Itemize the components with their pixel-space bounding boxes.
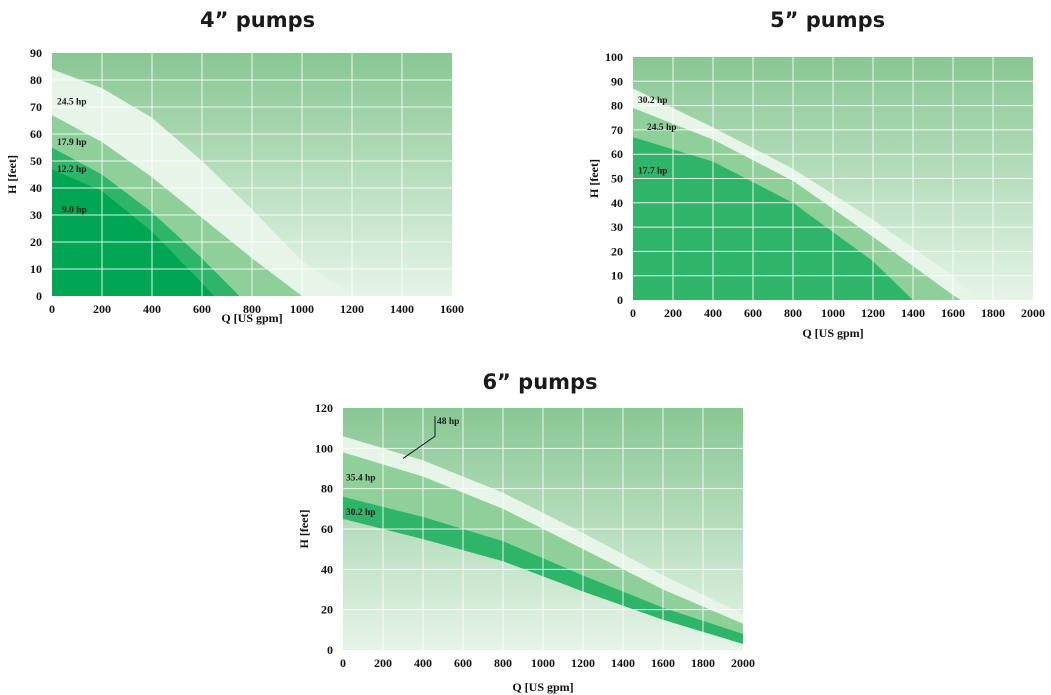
x-tick-label: 1000 [290, 302, 314, 316]
series-label: 12.2 hp [57, 165, 87, 175]
series-label: 24.5 hp [57, 97, 87, 107]
band-17-9-hp [52, 115, 302, 296]
y-tick-label: 90 [30, 46, 42, 60]
y-tick-label: 60 [30, 127, 42, 141]
x-tick-label: 1200 [340, 302, 364, 316]
x-tick-label: 800 [243, 302, 261, 316]
x-axis-label: Q [US gpm] [221, 311, 282, 325]
y-tick-label: 70 [30, 100, 42, 114]
band-9-0-hp [52, 169, 215, 296]
chart-title-4in: 4” pumps [200, 8, 316, 32]
y-tick-label: 80 [30, 73, 42, 87]
series-label: 17.9 hp [57, 138, 87, 148]
chart-title-6in: 6” pumps [482, 370, 598, 394]
band-12-2-hp [52, 147, 240, 296]
x-tick-label: 400 [143, 302, 161, 316]
x-tick-label: 0 [49, 302, 55, 316]
y-tick-label: 40 [30, 181, 42, 195]
x-tick-label: 600 [193, 302, 211, 316]
x-tick-label: 1600 [440, 302, 464, 316]
y-axis-label: H [feet] [5, 155, 19, 194]
x-tick-label: 200 [93, 302, 111, 316]
chart-title-5in: 5” pumps [770, 8, 886, 32]
y-tick-label: 20 [30, 235, 42, 249]
y-tick-label: 10 [30, 262, 42, 276]
y-tick-label: 30 [30, 208, 42, 222]
y-tick-label: 50 [30, 154, 42, 168]
x-tick-label: 1400 [390, 302, 414, 316]
y-tick-label: 0 [36, 289, 42, 303]
series-label: 9.0 hp [62, 205, 87, 215]
